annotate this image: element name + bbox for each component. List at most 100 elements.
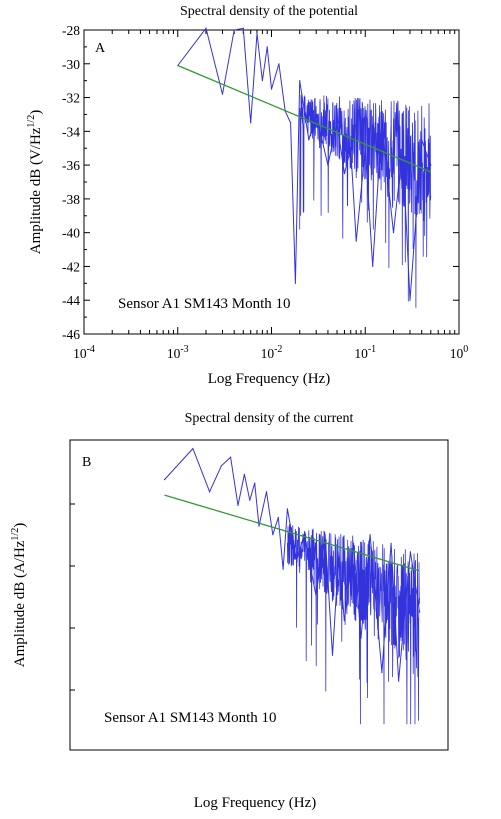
- chart-a-y-tick-label: -42: [62, 259, 80, 274]
- chart-b-spectrum-point: [360, 637, 362, 639]
- chart-a-panel-letter: A: [95, 41, 106, 56]
- chart-a-y-tick-label: -32: [62, 91, 80, 106]
- chart-a-y-tick-label: -38: [62, 192, 80, 207]
- chart-a-spectrum-point: [205, 27, 207, 29]
- chart-a-y-axis-label-main: Amplitude dB (V/Hz: [28, 127, 44, 254]
- chart-b-annotation: Sensor A1 SM143 Month 10: [104, 710, 277, 726]
- chart-b-spectrum-point: [296, 560, 298, 562]
- chart-a-spectrum-point: [327, 164, 329, 166]
- chart-b-spectrum-point: [324, 534, 326, 536]
- chart-a-spectrum-series: [177, 27, 432, 308]
- chart-b-spectrum-point: [315, 594, 317, 596]
- chart-b-spectrum-point: [398, 680, 400, 682]
- chart-a-series: [177, 27, 432, 308]
- chart-a-spectrum-point: [350, 147, 352, 149]
- chart-a-spectrum-point: [343, 173, 346, 175]
- chart-a-spectrum-point: [261, 80, 263, 82]
- chart-a-title: Spectral density of the potential: [180, 4, 358, 19]
- chart-b-spectrum-point: [249, 499, 251, 501]
- chart-a-spectrum-point: [364, 147, 366, 149]
- chart-a-spectrum-point: [233, 29, 235, 31]
- chart-a-spectrum-point: [266, 46, 268, 48]
- chart-b-plot-area: [69, 439, 449, 751]
- chart-a-y-tick-label: -34: [62, 124, 80, 139]
- chart-a-fit-line: [177, 64, 432, 173]
- chart-a-spectrum-point: [256, 32, 258, 35]
- chart-a-y-tick-label: -44: [62, 293, 80, 308]
- chart-a-y-axis-label-sup: 1/2: [26, 115, 37, 128]
- chart-b-y-axis-label-main: Amplitude dB (A/Hz: [12, 540, 28, 667]
- chart-b-spectrum-point: [419, 611, 421, 613]
- chart-b-spectrum-point: [254, 482, 256, 484]
- chart-b-spectrum-point: [331, 654, 334, 656]
- chart-a-spectrum-point: [250, 122, 252, 124]
- chart-a-spectrum-point: [315, 113, 317, 115]
- chart-b-spectrum-point: [369, 534, 371, 536]
- chart-b-series: [163, 447, 421, 725]
- chart-a-annotation: Sensor A1 SM143 Month 10: [118, 296, 291, 312]
- chart-a-x-axis: 10-4 10-3 10-2 10-1 100: [73, 30, 468, 361]
- chart-b-spectrum-point: [258, 525, 260, 527]
- chart-b-spectrum-line: [164, 447, 421, 682]
- chart-b-y-axis: [70, 503, 75, 691]
- chart-a-spectrum-point: [270, 88, 273, 90]
- chart-b: Spectral density of the current B Sensor…: [10, 411, 449, 811]
- chart-a: Spectral density of the potential A -28-…: [26, 4, 468, 387]
- chart-a-y-tick-label: -30: [62, 57, 80, 72]
- chart-a-x-tick-label: 10-2: [261, 344, 283, 361]
- chart-a-spectrum-point: [421, 139, 423, 141]
- chart-a-spectrum-line: [177, 27, 432, 301]
- chart-b-spectrum-point: [381, 671, 383, 674]
- chart-a-x-tick-label: 10-1: [354, 344, 376, 361]
- chart-b-spectrum-point: [163, 479, 166, 481]
- chart-a-x-tick-label: 10-4: [73, 344, 95, 361]
- chart-a-x-axis-label: Log Frequency (Hz): [208, 371, 330, 387]
- chart-a-y-axis-label-close: ): [28, 110, 44, 115]
- chart-b-y-axis-label: Amplitude dB (A/Hz1/2): [10, 523, 28, 667]
- chart-b-y-axis-label-sup: 1/2: [10, 528, 21, 541]
- chart-b-spectrum-point: [220, 465, 222, 467]
- chart-b-spectrum-series: [163, 447, 421, 725]
- chart-b-x-axis-label: Log Frequency (Hz): [194, 795, 316, 811]
- chart-a-y-tick-label: -36: [62, 158, 80, 173]
- chart-b-spectrum-point: [265, 491, 268, 493]
- chart-a-spectrum-point: [294, 282, 296, 284]
- chart-b-spectrum-point: [272, 534, 274, 536]
- chart-a-y-axis-label: Amplitude dB (V/Hz1/2): [26, 110, 44, 254]
- chart-b-y-axis-label-close: ): [12, 523, 28, 528]
- chart-a-spectrum-point: [430, 164, 432, 166]
- chart-a-spectrum-point: [242, 27, 244, 29]
- chart-a-spectrum-point: [402, 147, 404, 149]
- chart-b-spectrum-point: [352, 542, 355, 544]
- chart-a-spectrum-point: [409, 299, 411, 301]
- chart-b-spectrum-point: [192, 448, 194, 450]
- chart-a-spectrum-point: [308, 139, 310, 141]
- chart-a-spectrum-point: [392, 232, 395, 234]
- chart-a-spectrum-point: [372, 265, 374, 267]
- chart-a-y-tick-label: -40: [62, 226, 80, 241]
- chart-a-spectrum-point: [278, 63, 280, 65]
- chart-a-spectrum-point: [355, 240, 357, 242]
- chart-b-spectrum-point: [390, 542, 392, 544]
- chart-a-y-tick-label: -46: [62, 327, 80, 342]
- chart-b-fit-line: [164, 494, 420, 572]
- chart-a-spectrum-point: [381, 122, 383, 124]
- chart-b-spectrum-point: [338, 551, 340, 553]
- chart-a-x-tick-label: 10-3: [167, 344, 189, 361]
- chart-b-spectrum-point: [282, 568, 284, 570]
- chart-b-spectrum-point: [209, 491, 211, 493]
- chart-b-panel-letter: B: [82, 455, 91, 470]
- chart-b-spectrum-point: [237, 504, 239, 506]
- chart-b-spectrum-point: [286, 508, 288, 510]
- chart-a-spectrum-point: [290, 122, 292, 124]
- chart-a-x-tick-label: 100: [450, 344, 469, 361]
- chart-b-title: Spectral density of the current: [185, 411, 354, 426]
- chart-b-spectrum-point: [343, 620, 345, 622]
- chart-b-spectrum-dense-line: [287, 523, 420, 725]
- chart-b-spectrum-point: [243, 473, 245, 475]
- chart-a-y-axis: -28 -30 -32 -34 -36 -38 -40 -42 -44 -46: [62, 23, 459, 342]
- chart-a-spectrum-point: [336, 122, 338, 124]
- chart-b-spectrum-point: [277, 516, 279, 519]
- chart-b-spectrum-point: [230, 456, 232, 458]
